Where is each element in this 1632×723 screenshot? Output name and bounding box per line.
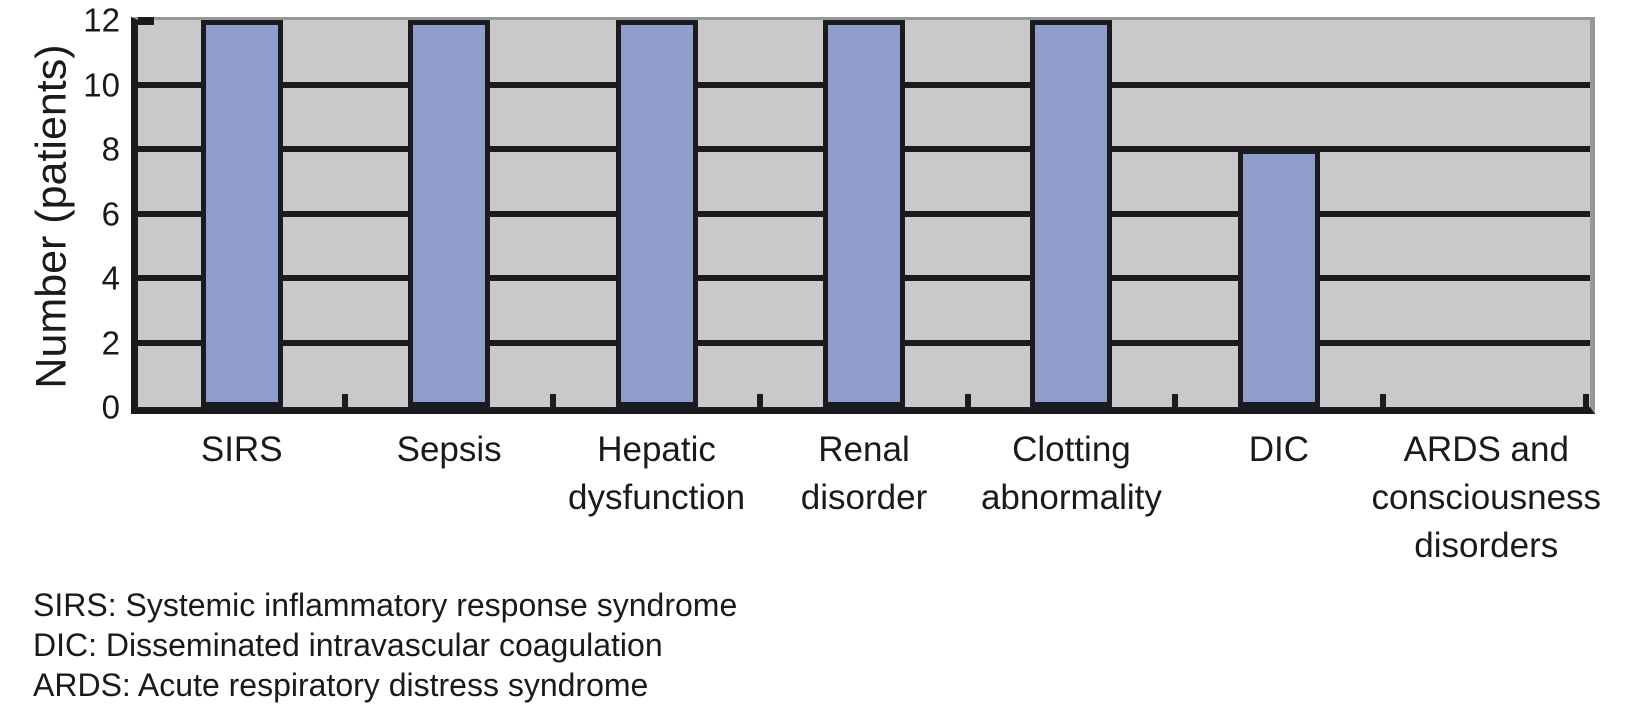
x-axis-tick-mark [1583, 394, 1589, 407]
y-tick-label-2: 2 [101, 324, 120, 361]
y-tick-label-10: 10 [83, 66, 120, 103]
x-axis-tick-mark [1379, 394, 1386, 407]
bar-renal [823, 20, 905, 407]
plot-area [131, 17, 1595, 414]
x-axis-tick-mark [757, 394, 764, 407]
y-tick-label-12: 12 [83, 1, 120, 39]
x-tick-label: Hepatic dysfunction [568, 430, 746, 517]
y-tick-label-4: 4 [101, 259, 120, 297]
x-tick-label: Clotting abnormality [980, 430, 1162, 517]
bar-sepsis [408, 20, 491, 407]
x-axis-tick-mark [964, 394, 971, 407]
bar-clotting [1030, 20, 1113, 407]
bar-dic [1237, 149, 1320, 407]
footnote-sirs: SIRS: Systemic inflammatory response syn… [33, 587, 738, 623]
x-tick-label: Sepsis [396, 430, 502, 469]
bar-sirs [200, 20, 283, 407]
footnote-block: SIRS: Systemic inflammatory response syn… [33, 585, 737, 705]
y-tick-label-0: 0 [101, 388, 120, 426]
x-tick-label: SIRS [200, 430, 283, 469]
x-axis-tick-mark [1172, 394, 1179, 407]
x-tick-label: DIC [1248, 430, 1309, 469]
x-axis-tick-mark [342, 394, 349, 407]
footnote-ards: ARDS: Acute respiratory distress syndrom… [33, 667, 649, 703]
bar-hepatic [615, 20, 698, 407]
x-axis-tick-mark [549, 394, 556, 407]
y-tick-label-8: 8 [101, 130, 120, 168]
footnote-dic: DIC: Disseminated intravascular coagulat… [33, 627, 663, 663]
y-tick-label-6: 6 [101, 195, 120, 232]
x-tick-label: ARDS and consciousness disorders [1371, 430, 1602, 565]
y-axis-top-tick-mark [138, 17, 154, 25]
x-tick-label: Renal disorder [800, 430, 928, 517]
